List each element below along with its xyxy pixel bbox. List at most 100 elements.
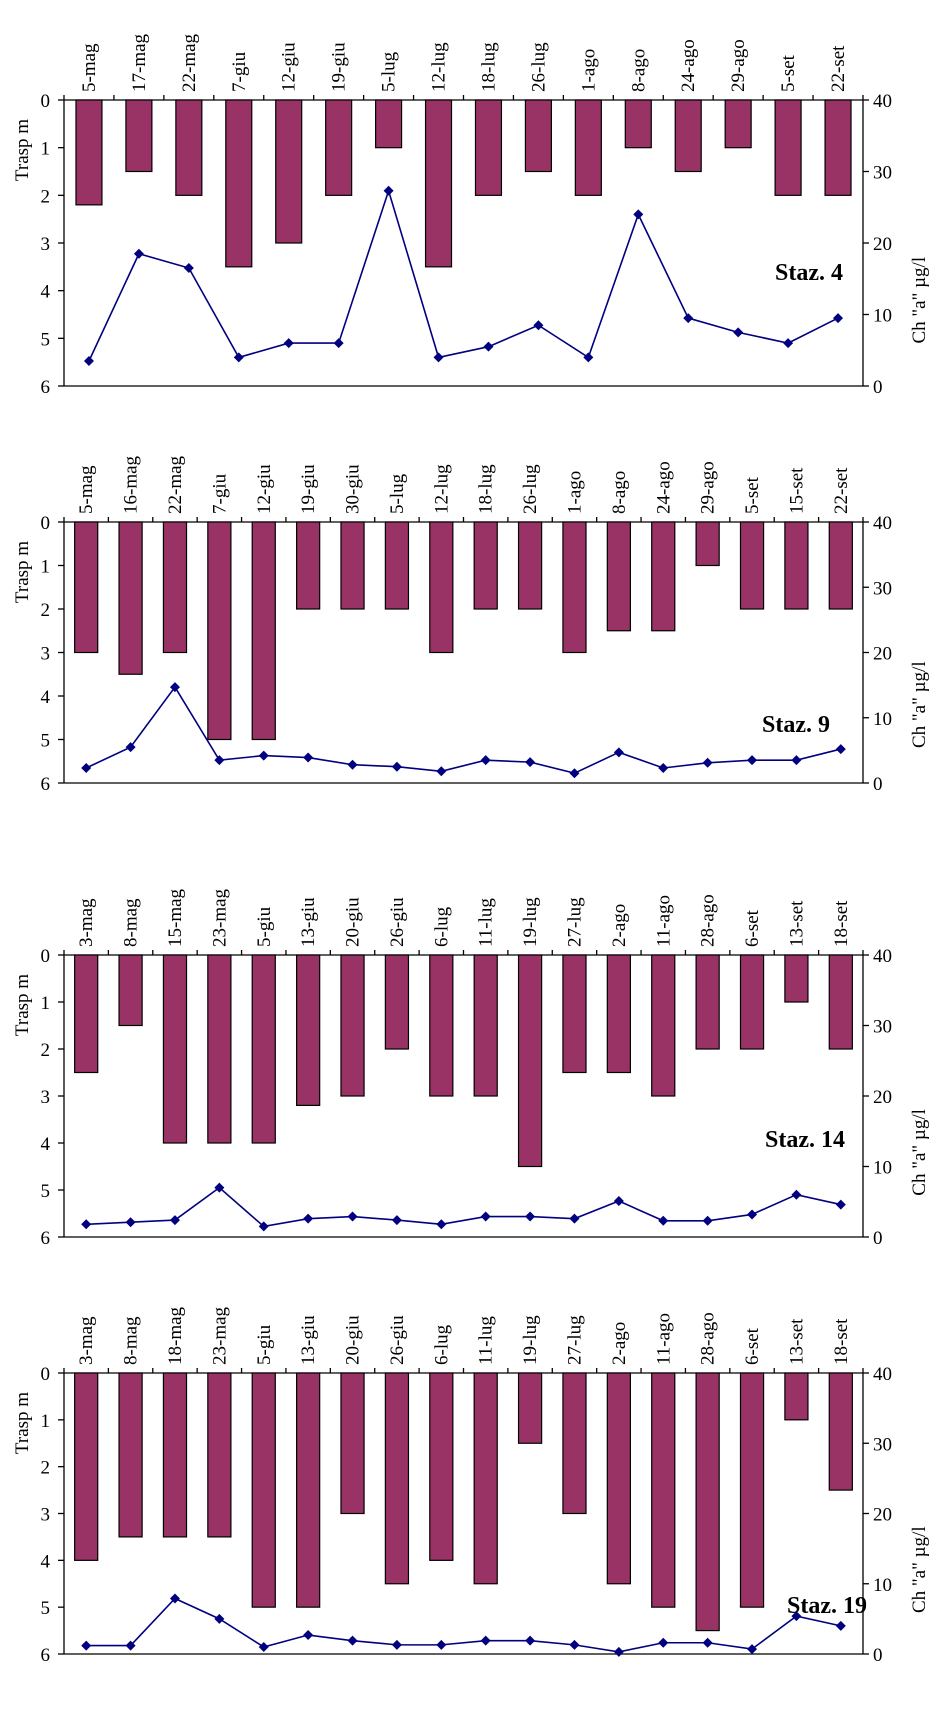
left-tick-label: 4 — [41, 1134, 51, 1155]
category-label: 5-giu — [254, 1324, 275, 1365]
right-tick-label: 10 — [873, 1575, 892, 1596]
category-label: 19-lug — [520, 1315, 541, 1365]
category-label: 11-ago — [653, 1313, 674, 1365]
category-label: 20-giu — [343, 897, 364, 947]
category-label: 29-ago — [698, 461, 719, 514]
left-tick-label: 4 — [41, 282, 51, 303]
category-label: 6-set — [742, 1327, 763, 1365]
chlorophyll-point — [391, 761, 402, 772]
transparency-bar — [674, 99, 702, 173]
chlorophyll-point — [81, 1219, 92, 1230]
category-label: 23-mag — [209, 1306, 230, 1365]
category-label: 3-mag — [76, 1316, 97, 1365]
chlorophyll-point — [391, 1639, 402, 1650]
transparency-bar — [429, 954, 454, 1097]
category-label: 27-lug — [564, 897, 585, 947]
transparency-bar — [606, 1372, 632, 1585]
chlorophyll-point — [658, 1215, 669, 1226]
chlorophyll-point — [783, 338, 794, 349]
right-tick-label: 0 — [873, 1645, 883, 1666]
transparency-bar — [474, 99, 503, 196]
category-label: 26-lug — [528, 42, 549, 92]
category-label: 19-lug — [520, 897, 541, 947]
left-tick-label: 5 — [41, 731, 51, 752]
chlorophyll-point — [835, 1199, 846, 1210]
left-tick-label: 2 — [41, 600, 51, 621]
chart-panel-2: 0 1 2 3 4 5 6 40 30 20 10 0 5-mag 16-mag 22-mag 7-giu 12… — [12, 455, 930, 795]
chlorophyll-point — [436, 1219, 447, 1230]
chlorophyll-point — [835, 1620, 846, 1631]
right-tick-label: 30 — [873, 163, 892, 184]
left-axis-title: Trasp m — [12, 541, 33, 603]
right-tick-label: 0 — [873, 1228, 883, 1249]
category-label: 8-mag — [121, 898, 142, 947]
station-title: Staz. 4 — [775, 260, 843, 286]
right-tick-label: 20 — [873, 234, 892, 255]
chlorophyll-point — [214, 1182, 225, 1193]
category-label: 24-ago — [678, 39, 699, 92]
station-title: Staz. 14 — [765, 1127, 845, 1153]
transparency-bar — [517, 954, 543, 1168]
right-tick-label: 30 — [873, 1017, 892, 1038]
transparency-bar — [74, 521, 99, 654]
category-label: 11-lug — [476, 898, 497, 947]
left-tick-label: 1 — [41, 1411, 51, 1432]
chlorophyll-point — [835, 744, 846, 755]
transparency-bar — [624, 99, 652, 149]
category-label: 6-set — [742, 909, 763, 947]
transparency-bar — [340, 521, 365, 610]
chlorophyll-point — [183, 263, 194, 274]
right-tick-label: 40 — [873, 946, 892, 967]
chlorophyll-point — [347, 759, 358, 770]
transparency-bar — [251, 1372, 276, 1608]
left-tick-label: 5 — [41, 329, 51, 350]
transparency-bar — [828, 521, 853, 610]
left-tick-label: 1 — [41, 139, 51, 160]
transparency-bar — [207, 1372, 232, 1538]
category-label: 30-giu — [343, 464, 364, 514]
transparency-bar — [606, 521, 632, 632]
category-label: 2-ago — [609, 904, 630, 947]
transparency-bar — [473, 954, 498, 1097]
category-label: 13-giu — [298, 1315, 319, 1365]
transparency-bar — [125, 99, 153, 173]
transparency-bar — [562, 954, 587, 1074]
chlorophyll-point — [258, 750, 269, 761]
chlorophyll-point — [613, 747, 624, 758]
left-tick-label: 2 — [41, 186, 51, 207]
transparency-bar — [75, 99, 103, 206]
left-tick-label: 3 — [41, 1505, 51, 1526]
category-label: 5-lug — [379, 51, 400, 92]
transparency-bar — [784, 521, 809, 610]
chlorophyll-point — [283, 338, 294, 349]
transparency-bar — [118, 521, 143, 675]
category-label: 5-lug — [387, 473, 408, 514]
chlorophyll-point — [702, 757, 713, 768]
transparency-bar — [574, 99, 602, 196]
transparency-bar — [473, 1372, 498, 1585]
category-label: 12-lug — [429, 42, 450, 92]
chlorophyll-point — [480, 1211, 491, 1222]
category-label: 5-giu — [254, 906, 275, 947]
chlorophyll-point — [233, 352, 244, 363]
right-tick-label: 40 — [873, 513, 892, 534]
chlorophyll-point — [214, 1613, 225, 1624]
transparency-bar — [251, 521, 276, 741]
category-label: 26-giu — [387, 897, 408, 947]
chlorophyll-point — [258, 1641, 269, 1652]
transparency-bar — [384, 521, 410, 610]
transparency-bar — [162, 954, 188, 1144]
chlorophyll-point — [169, 1215, 180, 1226]
transparency-bar — [325, 99, 353, 196]
category-label: 6-lug — [431, 1324, 452, 1365]
left-tick-label: 3 — [41, 234, 51, 255]
left-tick-label: 5 — [41, 1181, 51, 1202]
left-tick-label: 4 — [41, 687, 51, 708]
chlorophyll-point — [303, 1630, 314, 1641]
chlorophyll-point — [436, 1639, 447, 1650]
transparency-bar — [562, 1372, 587, 1515]
transparency-bar — [424, 99, 453, 268]
chlorophyll-point — [81, 762, 92, 773]
category-label: 7-giu — [229, 51, 250, 92]
station-title: Staz. 9 — [762, 712, 830, 738]
